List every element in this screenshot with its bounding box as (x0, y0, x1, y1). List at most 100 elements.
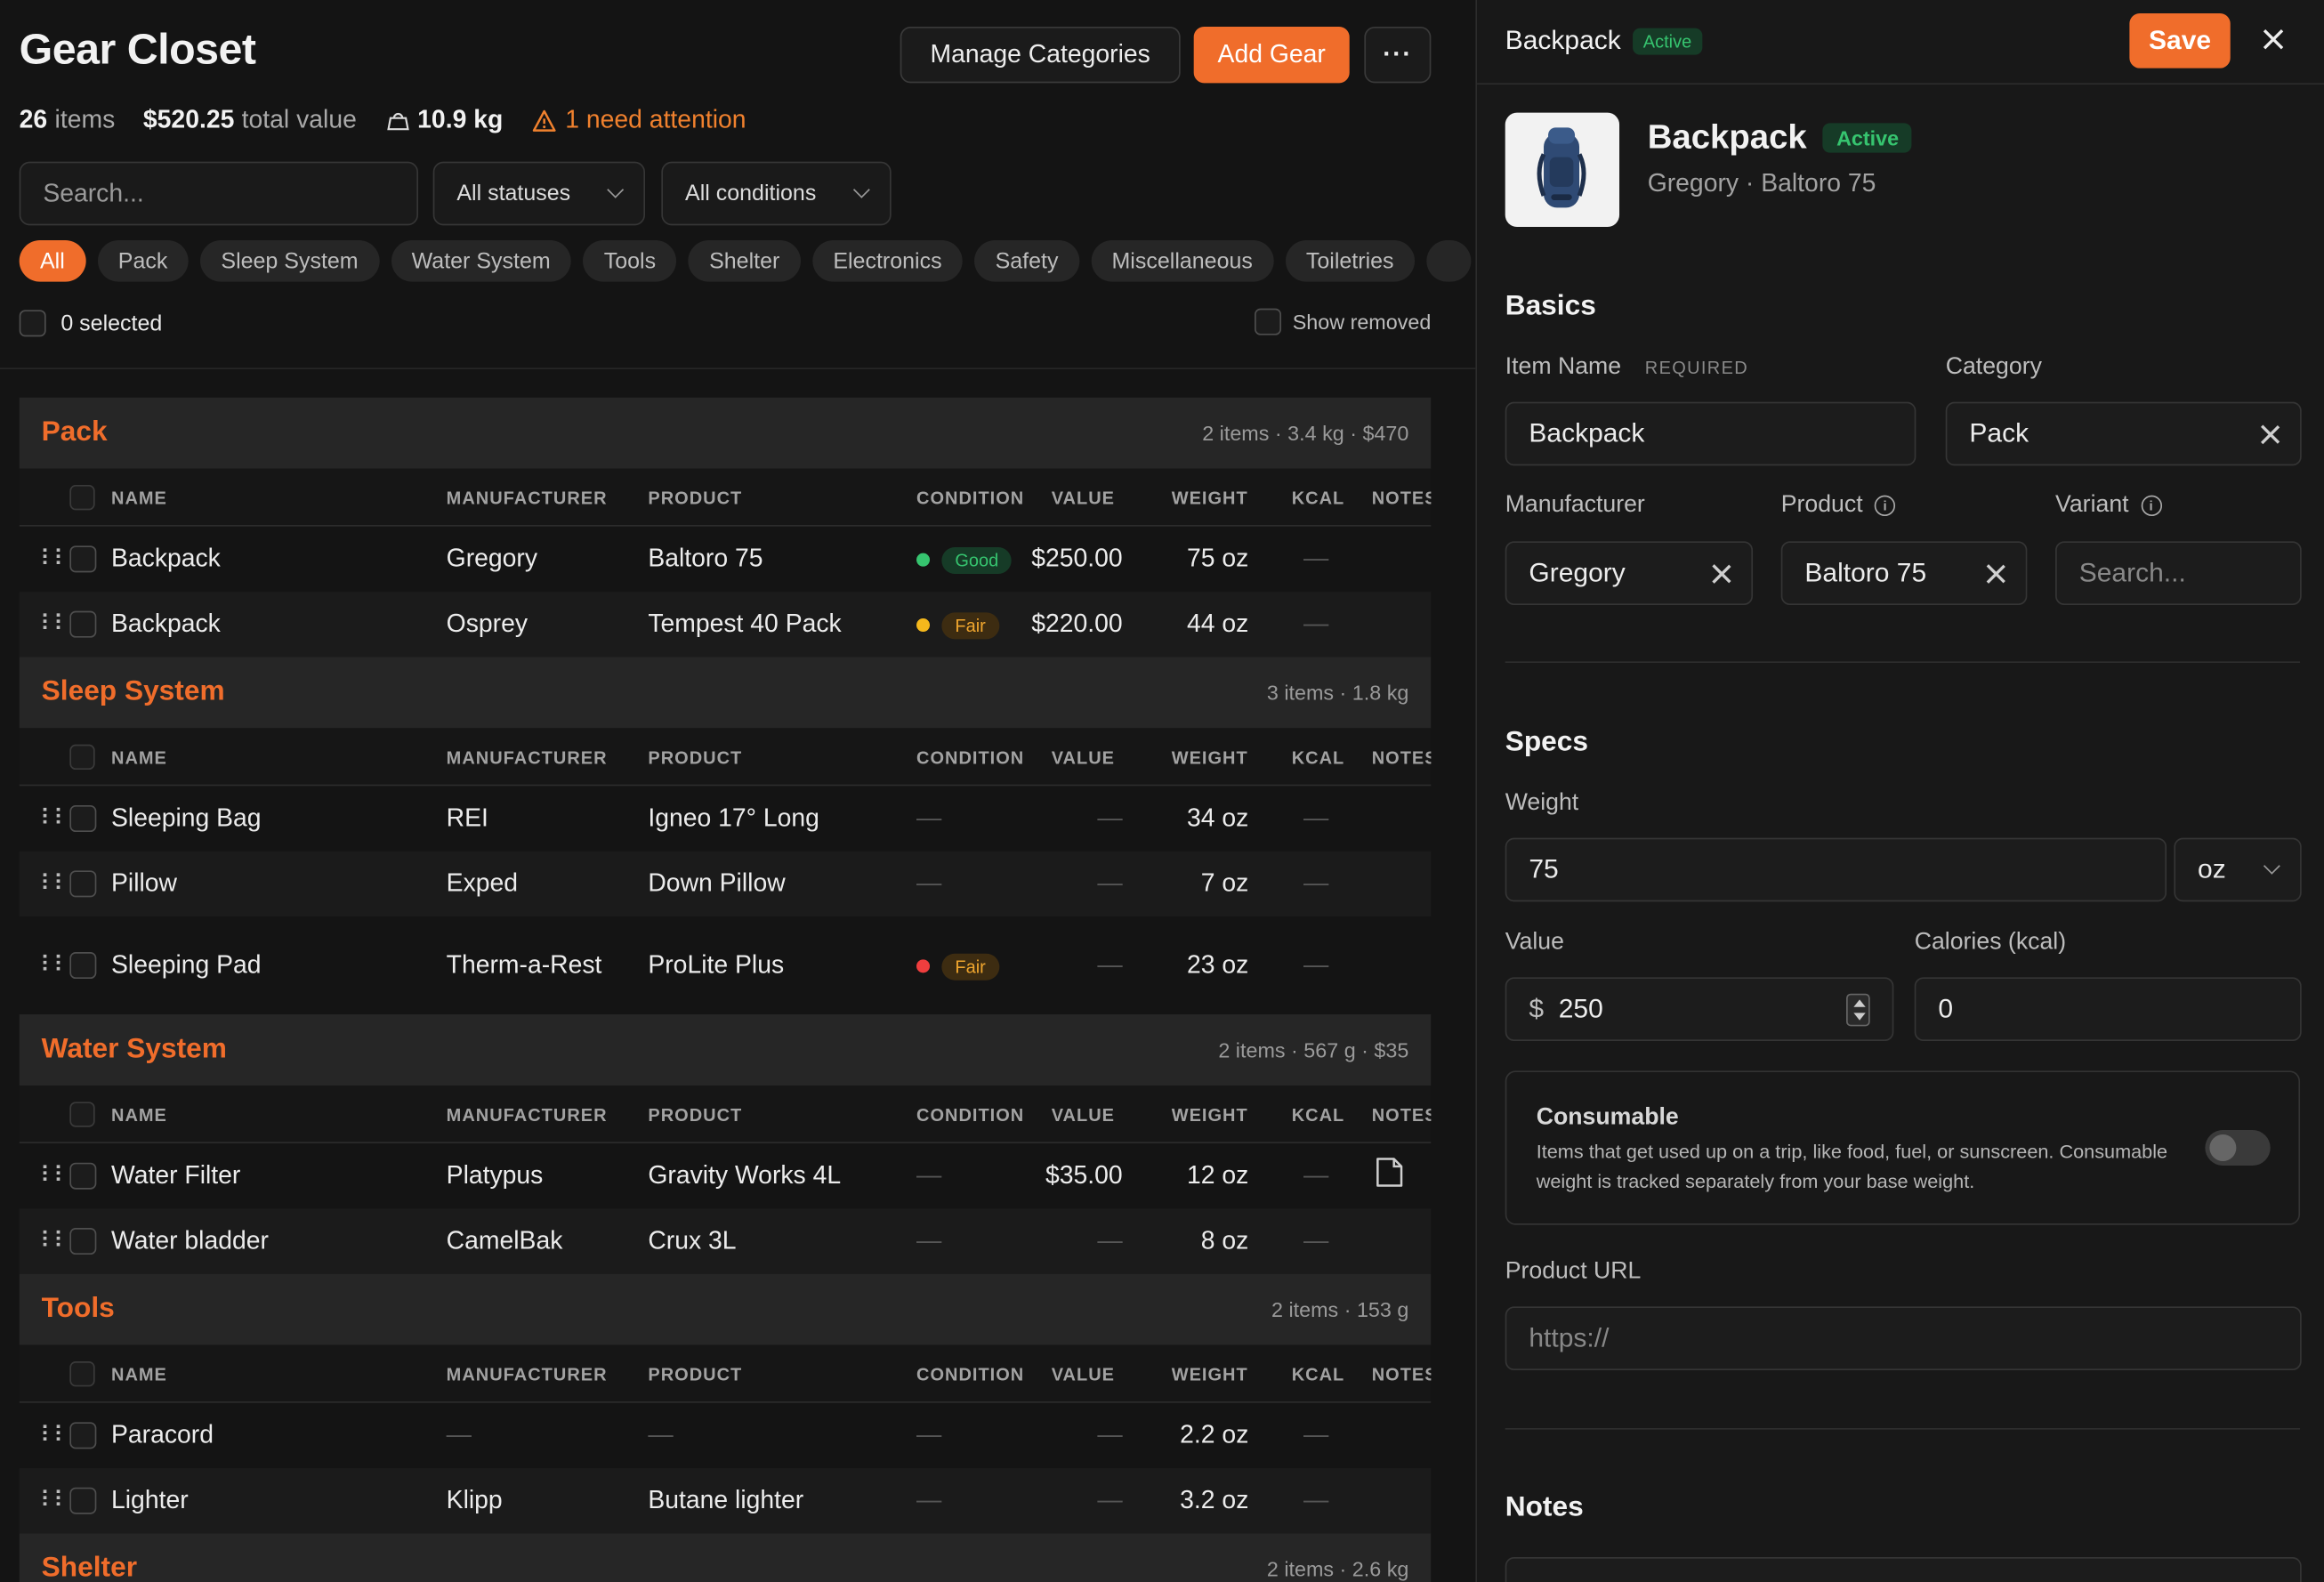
column-header-weight[interactable]: WEIGHT (1171, 747, 1248, 769)
chip-pack[interactable]: Pack (97, 240, 189, 282)
category-group-header[interactable]: Tools 2 items · 153 g (19, 1273, 1432, 1345)
column-header-notes[interactable]: NOTES (1371, 1104, 1432, 1126)
table-row[interactable]: ⠇⠇ Paracord — — — — 2.2 oz — (20, 1403, 1432, 1468)
chip-toiletries[interactable]: Toiletries (1285, 240, 1415, 282)
attention-link[interactable]: 1 need attention (565, 105, 746, 134)
column-header-name[interactable]: NAME (111, 747, 167, 769)
add-gear-button[interactable]: Add Gear (1193, 27, 1350, 84)
table-row[interactable]: ⠇⠇ Water bladder CamelBak Crux 3L — — 8 oz — (19, 1208, 1432, 1274)
table-row[interactable]: ⠇⠇ Water Filter Platypus Gravity Works 4L — $… (20, 1143, 1432, 1208)
table-row[interactable]: ⠇⠇ Sleeping Bag REI Igneo 17° Long — — 34 oz — (20, 786, 1432, 851)
row-checkbox[interactable] (69, 952, 97, 980)
drag-handle-icon[interactable]: ⠇⠇ (40, 805, 69, 832)
column-header-value[interactable]: VALUE (1051, 1104, 1115, 1126)
chip-miscellaneous[interactable]: Miscellaneous (1091, 240, 1274, 282)
item-name-input[interactable]: Backpack (1505, 401, 1916, 466)
drag-handle-icon[interactable]: ⠇⠇ (40, 1163, 69, 1189)
notes-textarea[interactable] (1505, 1557, 2302, 1582)
column-header-weight[interactable]: WEIGHT (1171, 1364, 1248, 1385)
column-header-condition[interactable]: CONDITION (916, 1104, 1025, 1126)
stepper-icon[interactable] (1846, 993, 1870, 1027)
column-header-value[interactable]: VALUE (1051, 488, 1115, 509)
chip-tools[interactable]: Tools (583, 240, 677, 282)
column-header-weight[interactable]: WEIGHT (1171, 488, 1248, 509)
category-group-header[interactable]: Water System 2 items · 567 g · $35 (19, 1014, 1432, 1086)
column-header-manufacturer[interactable]: MANUFACTURER (446, 1104, 608, 1126)
column-header-name[interactable]: NAME (111, 1364, 167, 1385)
column-header-notes[interactable]: NOTES (1371, 1364, 1432, 1385)
status-filter-select[interactable]: All statuses (432, 161, 646, 226)
show-removed-toggle[interactable]: Show removed (1254, 308, 1431, 335)
row-checkbox[interactable] (69, 1162, 97, 1190)
variant-search-input[interactable]: Search... (2055, 541, 2302, 606)
column-header-condition[interactable]: CONDITION (916, 488, 1025, 509)
save-button[interactable]: Save (2129, 13, 2231, 69)
drag-handle-icon[interactable]: ⠇⠇ (40, 952, 69, 979)
column-header-value[interactable]: VALUE (1051, 747, 1115, 769)
table-row[interactable]: ⠇⠇ Lighter Klipp Butane lighter — — 3.2 oz — (19, 1468, 1432, 1534)
row-checkbox[interactable] (69, 1422, 97, 1449)
manufacturer-select[interactable]: Gregory (1505, 541, 1754, 606)
column-header-name[interactable]: NAME (111, 488, 167, 509)
chip-shelter[interactable]: Shelter (688, 240, 801, 282)
drag-handle-icon[interactable]: ⠇⠇ (40, 871, 69, 897)
table-row[interactable]: ⠇⠇ Pillow Exped Down Pillow — — 7 oz — (19, 851, 1432, 917)
category-select[interactable]: Pack (1945, 401, 2302, 466)
clear-icon[interactable] (1984, 562, 2008, 586)
column-header-notes[interactable]: NOTES (1371, 488, 1432, 509)
product-select[interactable]: Baltoro 75 (1780, 541, 2028, 606)
calories-input[interactable]: 0 (1914, 977, 2302, 1042)
chip-safety[interactable]: Safety (974, 240, 1079, 282)
column-header-condition[interactable]: CONDITION (916, 1364, 1025, 1385)
column-header-condition[interactable]: CONDITION (916, 747, 1025, 769)
clear-icon[interactable] (1710, 562, 1734, 586)
row-checkbox[interactable] (69, 1487, 97, 1514)
chip-overflow[interactable] (1426, 240, 1472, 282)
weight-unit-select[interactable]: oz (2174, 837, 2302, 902)
chip-sleep-system[interactable]: Sleep System (200, 240, 379, 282)
drag-handle-icon[interactable]: ⠇⠇ (40, 611, 69, 637)
column-header-name[interactable]: NAME (111, 1104, 167, 1126)
show-removed-checkbox[interactable] (1254, 308, 1281, 335)
column-header-product[interactable]: PRODUCT (648, 488, 743, 509)
column-header-product[interactable]: PRODUCT (648, 1104, 743, 1126)
chip-electronics[interactable]: Electronics (811, 240, 963, 282)
more-options-button[interactable]: ··· (1364, 27, 1432, 84)
row-checkbox[interactable] (69, 610, 97, 638)
clear-icon[interactable] (2258, 423, 2282, 447)
row-checkbox[interactable] (69, 545, 97, 573)
chip-all[interactable]: All (19, 240, 86, 282)
column-header-product[interactable]: PRODUCT (648, 747, 743, 769)
column-header-manufacturer[interactable]: MANUFACTURER (446, 747, 608, 769)
drag-handle-icon[interactable]: ⠇⠇ (40, 1228, 69, 1255)
category-group-header[interactable]: Shelter 2 items · 2.6 kg (19, 1533, 1432, 1582)
table-row[interactable]: ⠇⠇ Sleeping Pad Therm-a-Rest ProLite Plus Fa… (20, 916, 1432, 1014)
column-header-notes[interactable]: NOTES (1371, 747, 1432, 769)
table-row[interactable]: ⠇⠇ Backpack Gregory Baltoro 75 Good $250.00 75… (20, 527, 1432, 592)
select-all-checkbox[interactable] (19, 310, 46, 337)
select-group-checkbox[interactable] (69, 1361, 95, 1387)
search-input[interactable]: Search... (19, 161, 419, 226)
chip-water-system[interactable]: Water System (391, 240, 572, 282)
column-header-manufacturer[interactable]: MANUFACTURER (446, 1364, 608, 1385)
column-header-weight[interactable]: WEIGHT (1171, 1104, 1248, 1126)
table-row[interactable]: ⠇⠇ Backpack Osprey Tempest 40 Pack Fair $220.… (19, 592, 1432, 658)
column-header-kcal[interactable]: KCAL (1291, 1364, 1345, 1385)
select-group-checkbox[interactable] (69, 485, 95, 511)
column-header-kcal[interactable]: KCAL (1291, 1104, 1345, 1126)
column-header-kcal[interactable]: KCAL (1291, 747, 1345, 769)
product-url-input[interactable]: https:// (1505, 1306, 2302, 1371)
drag-handle-icon[interactable]: ⠇⠇ (40, 1423, 69, 1449)
column-header-kcal[interactable]: KCAL (1291, 488, 1345, 509)
info-icon[interactable]: i (2140, 495, 2162, 517)
row-checkbox[interactable] (69, 1228, 97, 1255)
info-icon[interactable]: i (1874, 495, 1896, 517)
value-input[interactable]: $ 250 (1505, 977, 1894, 1042)
column-header-manufacturer[interactable]: MANUFACTURER (446, 488, 608, 509)
close-icon[interactable] (2257, 24, 2290, 57)
condition-filter-select[interactable]: All conditions (661, 161, 892, 226)
manage-categories-button[interactable]: Manage Categories (900, 27, 1181, 84)
category-group-header[interactable]: Sleep System 3 items · 1.8 kg (19, 657, 1432, 729)
column-header-value[interactable]: VALUE (1051, 1364, 1115, 1385)
row-checkbox[interactable] (69, 870, 97, 898)
